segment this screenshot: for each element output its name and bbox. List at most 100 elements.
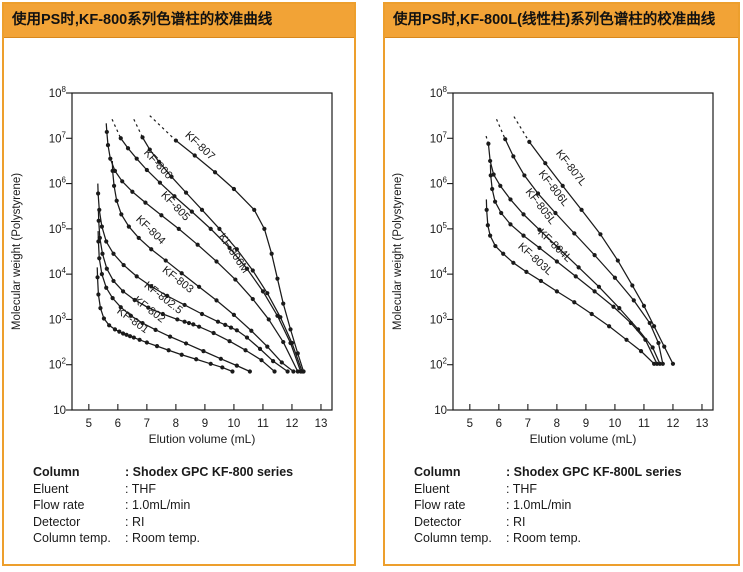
data-point [252,207,257,212]
x-tick-label: 10 [228,418,241,430]
data-point [163,258,168,263]
data-point [250,296,255,302]
data-point [186,320,192,326]
data-point [298,369,303,374]
data-point [173,138,178,143]
data-point [285,369,290,374]
data-point [647,320,652,326]
data-point [654,361,660,366]
data-point [524,269,529,274]
y-tick-label: 103 [49,311,67,326]
y-tick-label: 104 [430,266,448,281]
curve-KF-805L [487,143,661,365]
data-point [227,245,232,250]
condition-label: Column [33,465,80,479]
data-point [231,312,237,317]
data-point [124,332,129,337]
condition-row-column: Column Shodex GPC KF-800L series [414,464,738,481]
data-point [556,245,561,250]
data-point [96,292,101,297]
data-point [291,369,296,374]
data-point [247,369,252,374]
data-point [249,328,254,333]
condition-row-eluent: Eluent THF [33,481,354,498]
data-point [144,340,149,345]
data-point [592,289,597,294]
data-point [488,233,493,238]
data-point [214,259,219,264]
x-tick-label: 13 [696,418,709,430]
data-point [111,251,116,256]
data-point [182,319,187,324]
y-tick-label: 10 [434,405,447,417]
data-point [543,161,548,166]
data-point [191,322,196,327]
y-tick-label: 102 [430,357,448,372]
x-tick-label: 7 [144,418,150,430]
condition-row-column-temp: Column temp. Room temp. [414,530,738,547]
data-point [149,284,154,289]
data-point [137,337,142,342]
data-point [638,349,644,354]
data-point [208,226,213,231]
y-tick-label: 106 [430,176,448,191]
data-point [196,284,202,289]
data-point [110,168,115,173]
condition-label: Flow rate [414,498,466,513]
data-point [275,313,280,318]
data-point [169,174,174,179]
data-point [612,275,618,280]
data-point [95,275,100,280]
plot-frame [71,92,333,411]
data-point [234,363,239,368]
data-point [521,212,526,217]
data-point [134,156,139,161]
data-point [114,198,119,203]
data-point [108,156,113,161]
data-point [281,339,286,345]
condition-value: Room temp. [125,530,200,547]
data-point [670,361,676,366]
data-point [537,245,542,250]
data-point [281,301,286,306]
data-point [99,224,104,229]
condition-label: Column temp. [414,531,492,546]
x-tick-label: 7 [525,418,531,430]
data-point [111,183,117,188]
data-point [266,317,271,322]
data-point [182,302,187,308]
curve-label-KF-804: KF-804 [133,213,167,247]
data-point [97,207,102,212]
y-tick-label: 105 [49,221,67,236]
data-point [262,226,267,231]
data-point [130,189,135,194]
data-point [230,369,235,374]
data-point [501,251,506,256]
data-point [208,361,213,366]
data-point [120,179,125,184]
data-point [662,344,667,349]
data-point [257,346,263,351]
data-point [579,207,584,212]
data-point [143,200,148,205]
data-point [117,329,122,334]
data-point [233,277,238,282]
curve-KF-802 [97,231,251,373]
condition-value: Shodex GPC KF-800L series [506,464,682,481]
data-point [560,183,565,188]
data-point [607,324,612,329]
curve-KF-807 [175,140,305,372]
x-axis-title: Elution volume (mL) [149,432,256,446]
data-point [179,352,184,357]
data-point [125,146,131,151]
data-point [149,247,154,252]
data-point [104,129,109,135]
data-point [250,268,255,273]
condition-label: Detector [414,514,462,529]
data-point [192,153,197,158]
data-point [128,313,134,318]
y-axis-title: Molecular weight (Polystyrene) [392,173,404,330]
data-point [157,180,163,185]
